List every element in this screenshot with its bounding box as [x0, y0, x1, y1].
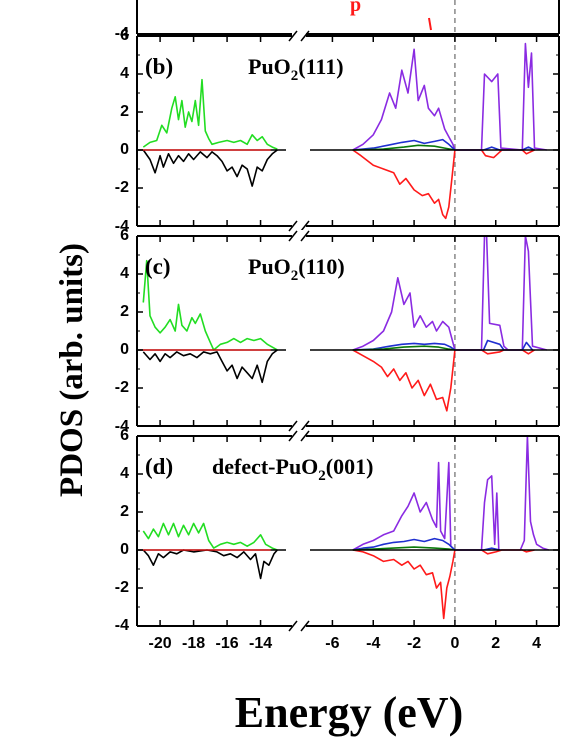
pdos-curve-purple — [352, 436, 550, 551]
axis-break-mark — [300, 430, 310, 442]
series-group — [142, 236, 548, 412]
x-axis-label: Energy (eV) — [235, 688, 464, 737]
panel-title-subscript: 2 — [291, 68, 299, 84]
panel-label: (c) — [145, 254, 171, 279]
pdos-curve-black — [142, 149, 278, 187]
panel-title-rest: (111) — [298, 54, 343, 79]
axis-break-mark — [300, 420, 310, 432]
panel-title-rest: (001) — [326, 454, 374, 479]
y-tick-label: 4 — [120, 265, 129, 282]
series-group — [142, 42, 547, 220]
axis-break-gap — [292, 620, 306, 632]
panel-label: (b) — [145, 54, 173, 79]
y-tick-label: -4 — [115, 25, 129, 42]
x-tick-label: -6 — [325, 635, 339, 652]
y-tick-label: 0 — [120, 141, 129, 158]
y-tick-label: -4 — [115, 218, 129, 235]
panel-title-main: PuO — [248, 254, 291, 279]
y-tick-label: -4 — [115, 418, 129, 435]
axis-break-gap — [292, 230, 306, 242]
pdos-curve-black — [142, 549, 278, 580]
pdos-curve-red — [352, 349, 535, 412]
axis-break-mark — [300, 620, 310, 632]
pdos-curve-purple — [352, 42, 547, 151]
axis-break-mark — [300, 220, 310, 232]
top-panel-remnant: p -4 — [115, 0, 560, 42]
axis-break-mark — [300, 230, 310, 242]
axis-break-mark — [300, 30, 310, 42]
pdos-curve-purple — [352, 236, 548, 351]
y-tick-label: -4 — [115, 617, 129, 634]
x-tick-label: 2 — [491, 635, 500, 652]
pdos-curve-black — [142, 349, 278, 384]
pdos-curve-green — [142, 522, 278, 551]
x-tick-label: 0 — [450, 635, 459, 652]
panel-title-main: defect-PuO — [212, 454, 318, 479]
axis-break-mark — [288, 420, 298, 432]
panel-title: defect-PuO2(001) — [212, 454, 373, 484]
pdos-curve-red — [352, 149, 535, 220]
axis-break-mark — [288, 230, 298, 242]
y-tick-label: -2 — [115, 379, 129, 396]
x-tick-label: -16 — [216, 635, 239, 652]
y-tick-label: 4 — [120, 65, 129, 82]
pdos-curve-red — [352, 549, 535, 620]
axis-break-mark — [288, 220, 298, 232]
y-tick-label: 0 — [120, 341, 129, 358]
axis-break-gap — [292, 30, 306, 42]
y-tick-label: -2 — [115, 179, 129, 196]
panel-a-partial-label: p — [350, 0, 361, 16]
y-tick-label: 2 — [120, 503, 129, 520]
panel-title-main: PuO — [248, 54, 291, 79]
y-tick-label: 6 — [120, 27, 129, 44]
x-tick-label: -2 — [407, 635, 421, 652]
panel-title: PuO2(111) — [248, 54, 344, 84]
y-tick-label: 6 — [120, 427, 129, 444]
y-tick-label: 6 — [120, 227, 129, 244]
x-tick-labels: -20 -18 -16 -14 -6 -4 -2 0 2 4 — [149, 635, 542, 652]
series-group — [142, 436, 550, 620]
panel-title-subscript: 2 — [291, 268, 299, 284]
y-tick-label: 2 — [120, 103, 129, 120]
axis-break-mark — [288, 30, 298, 42]
panel-title-subscript: 2 — [318, 468, 326, 484]
y-tick-label: 4 — [120, 465, 129, 482]
pdos-curve-green — [142, 78, 278, 150]
axis-break-mark — [288, 620, 298, 632]
pdos-curve-darkgreen — [352, 144, 456, 151]
panel-title: PuO2(110) — [248, 254, 345, 284]
y-tick-label: 2 — [120, 303, 129, 320]
x-tick-label: -4 — [366, 635, 380, 652]
x-tick-label: -14 — [249, 635, 272, 652]
pdos-curve-darkgreen — [352, 345, 456, 351]
axis-break-gap — [292, 430, 306, 442]
pdos-curve-green — [142, 259, 278, 351]
y-axis-label: PDOS (arb. units) — [54, 243, 90, 497]
y-tick-label: 0 — [120, 541, 129, 558]
panel-label: (d) — [145, 454, 173, 479]
x-tick-label: -20 — [149, 635, 172, 652]
pdos-curve-darkgreen — [352, 546, 456, 551]
x-tick-label: -18 — [182, 635, 205, 652]
x-tick-label: 4 — [532, 635, 541, 652]
panel-a-red-trace — [428, 17, 432, 31]
panel-title-rest: (110) — [298, 254, 344, 279]
axis-break-mark — [288, 430, 298, 442]
y-tick-label: -2 — [115, 579, 129, 596]
